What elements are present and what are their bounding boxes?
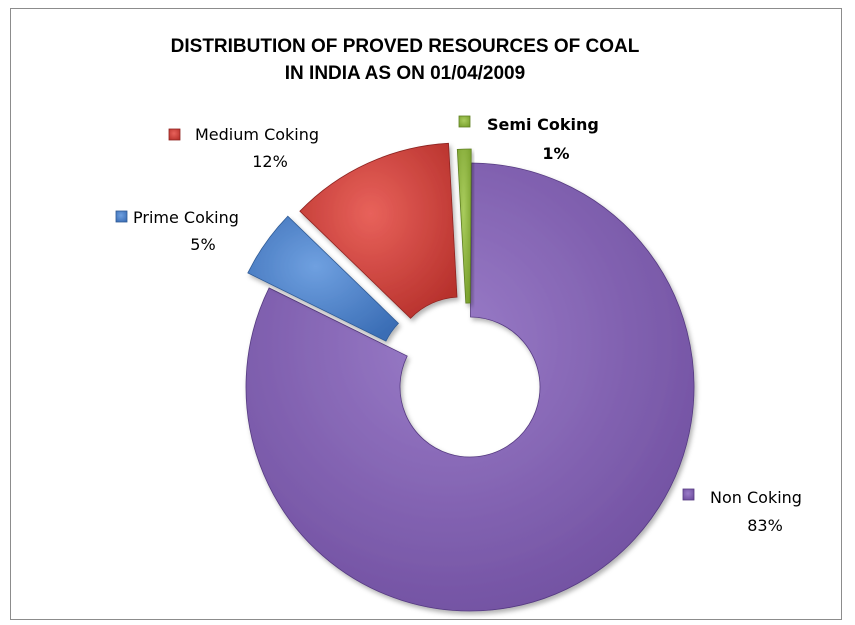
semi-coking-percent: 1%	[542, 144, 569, 163]
non-coking-percent: 83%	[747, 516, 783, 535]
semi-coking-name: Semi Coking	[487, 115, 599, 134]
prime-coking-name: Prime Coking	[133, 208, 239, 227]
semi-coking-marker	[458, 115, 471, 128]
prime-coking-percent: 5%	[190, 235, 215, 254]
label-semi-coking: Semi Coking 1%	[458, 115, 599, 163]
slice-non-coking	[245, 162, 695, 612]
label-prime-coking: Prime Coking 5%	[115, 208, 239, 254]
non-coking-name: Non Coking	[710, 488, 802, 507]
slice-prime-coking	[247, 215, 400, 342]
chart-title-line-1: DISTRIBUTION OF PROVED RESOURCES OF COAL	[171, 36, 640, 57]
label-medium-coking: Medium Coking 12%	[168, 125, 319, 171]
medium-coking-name: Medium Coking	[195, 125, 319, 144]
chart-title-line-2: IN INDIA AS ON 01/04/2009	[285, 63, 525, 84]
prime-coking-marker	[115, 210, 128, 223]
slice-medium-coking	[299, 142, 458, 319]
medium-coking-percent: 12%	[252, 152, 288, 171]
slice-semi-coking	[456, 148, 472, 304]
medium-coking-marker	[168, 128, 181, 141]
label-non-coking: Non Coking 83%	[682, 488, 802, 535]
non-coking-marker	[682, 488, 695, 501]
